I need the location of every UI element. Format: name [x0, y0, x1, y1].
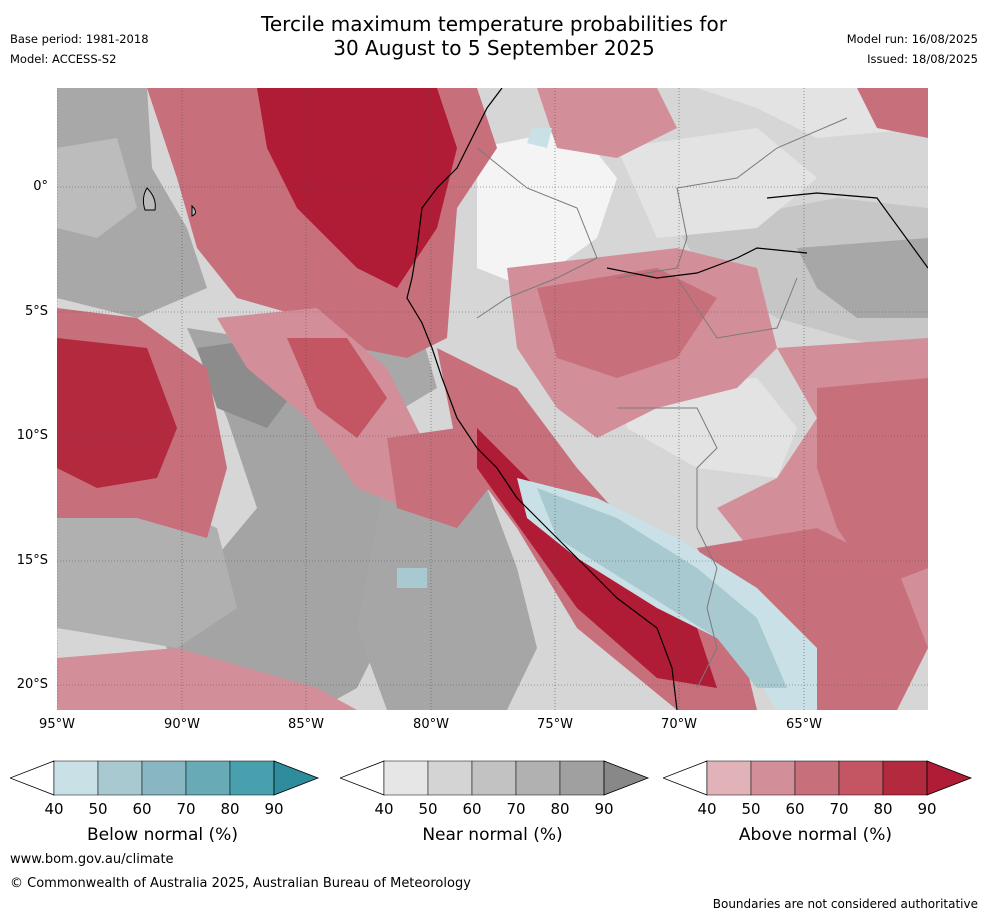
model-run: Model run: 16/08/2025 — [846, 32, 978, 46]
colorbar-tick-label: 40 — [374, 800, 394, 818]
colorbar-segment — [794, 760, 840, 796]
colorbar-segment — [383, 760, 429, 796]
lon-label-90w: 90°W — [164, 717, 200, 732]
colorbar-tick-label: 50 — [88, 800, 108, 818]
colorbar-tick-label: 80 — [220, 800, 240, 818]
lat-label-20s: 20°S — [16, 677, 48, 692]
borders — [142, 88, 928, 710]
title-line-2: 30 August to 5 September 2025 — [333, 36, 655, 60]
colorbar-near — [340, 760, 650, 796]
colorbar-segment — [559, 760, 605, 796]
colorbar-segment — [97, 760, 143, 796]
lat-label-15s: 15°S — [16, 553, 48, 568]
lon-label-95w: 95°W — [39, 717, 75, 732]
colorbar-segment — [229, 760, 275, 796]
lon-label-70w: 70°W — [661, 717, 697, 732]
colorbar-tick-label: 60 — [462, 800, 482, 818]
country-borders — [476, 117, 848, 689]
title-line-1: Tercile maximum temperature probabilitie… — [261, 12, 727, 36]
colorbar-tick-label: 80 — [550, 800, 570, 818]
colorbar-near-ticks: 40 50 60 70 80 90 — [340, 800, 650, 820]
colorbar-over-arrow — [273, 760, 320, 796]
meta-left: Base period: 1981-2018 Model: ACCESS-S2 — [10, 29, 149, 69]
probability-map — [57, 88, 928, 710]
lon-label-85w: 85°W — [288, 717, 324, 732]
lat-label-10s: 10°S — [16, 428, 48, 443]
galapagos-islands — [142, 187, 196, 217]
footer-url: www.bom.gov.au/climate — [10, 852, 174, 867]
model-name: Model: ACCESS-S2 — [10, 52, 117, 66]
colorbar-segment — [750, 760, 796, 796]
colorbar-tick-label: 70 — [506, 800, 526, 818]
issued-date: Issued: 18/08/2025 — [867, 52, 978, 66]
colorbar-tick-label: 70 — [829, 800, 849, 818]
lat-label-5s: 5°S — [24, 304, 48, 319]
colorbar-over-arrow — [926, 760, 973, 796]
disclaimer: Boundaries are not considered authoritat… — [712, 897, 978, 911]
colorbar-segment — [706, 760, 752, 796]
colorbar-tick-label: 90 — [264, 800, 284, 818]
base-period: Base period: 1981-2018 — [10, 32, 149, 46]
colorbar-under-arrow — [340, 760, 385, 796]
colorbar-segment — [141, 760, 187, 796]
colorbar-tick-label: 60 — [785, 800, 805, 818]
colorbar-under-arrow — [663, 760, 708, 796]
colorbar-under-arrow — [10, 760, 55, 796]
probability-fields — [57, 88, 928, 710]
colorbar-below — [10, 760, 320, 796]
colorbar-tick-label: 60 — [132, 800, 152, 818]
colorbar-segment — [882, 760, 928, 796]
colorbar-tick-label: 90 — [594, 800, 614, 818]
colorbar-below-title: Below normal (%) — [87, 825, 238, 845]
graticule — [57, 88, 928, 710]
colorbar-tick-label: 50 — [418, 800, 438, 818]
colorbar-tick-label: 70 — [176, 800, 196, 818]
colorbar-segment — [838, 760, 884, 796]
coastline — [406, 88, 678, 710]
colorbar-above — [663, 760, 973, 796]
lon-label-80w: 80°W — [413, 717, 449, 732]
colorbar-segment — [515, 760, 561, 796]
colorbar-segment — [185, 760, 231, 796]
copyright: © Commonwealth of Australia 2025, Austra… — [10, 876, 471, 891]
rivers — [606, 192, 928, 279]
colorbar-over-arrow — [603, 760, 650, 796]
colorbar-near-title: Near normal (%) — [422, 825, 563, 845]
meta-right: Model run: 16/08/2025 Issued: 18/08/2025 — [847, 29, 978, 69]
colorbar-tick-label: 90 — [917, 800, 937, 818]
colorbar-segment — [53, 760, 99, 796]
colorbar-above-ticks: 40 50 60 70 80 90 — [663, 800, 973, 820]
colorbar-tick-label: 80 — [873, 800, 893, 818]
colorbar-below-ticks: 40 50 60 70 80 90 — [10, 800, 320, 820]
map-title: Tercile maximum temperature probabilitie… — [0, 12, 988, 60]
lat-label-0: 0° — [33, 179, 48, 194]
colorbar-tick-label: 40 — [44, 800, 64, 818]
colorbar-above-title: Above normal (%) — [738, 825, 893, 845]
lon-label-75w: 75°W — [537, 717, 573, 732]
colorbar-tick-label: 50 — [741, 800, 761, 818]
colorbar-segment — [427, 760, 473, 796]
colorbar-segment — [471, 760, 517, 796]
lon-label-65w: 65°W — [786, 717, 822, 732]
colorbar-tick-label: 40 — [697, 800, 717, 818]
